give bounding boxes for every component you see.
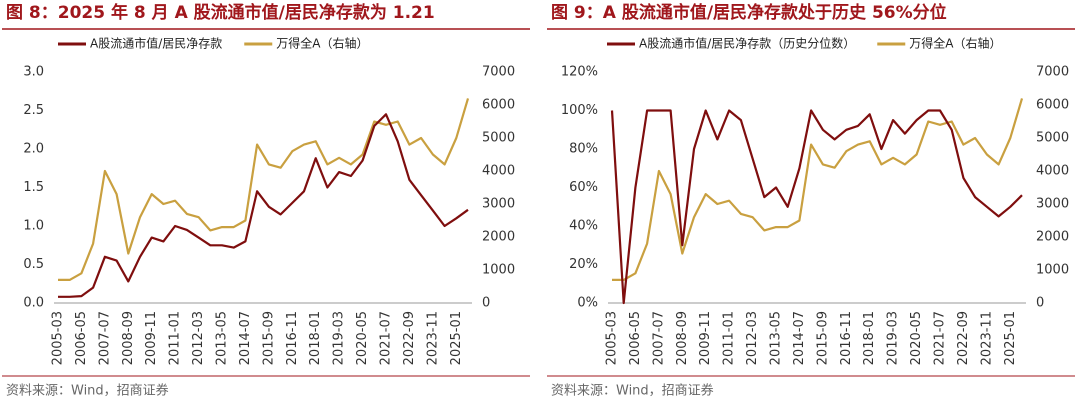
x-tick-label: 2009-11 bbox=[698, 311, 713, 365]
y2-tick-label: 1000 bbox=[482, 263, 515, 278]
y-tick-label: 60% bbox=[569, 180, 598, 195]
x-tick-label: 2019-03 bbox=[886, 311, 901, 365]
x-tick-label: 2014-07 bbox=[238, 311, 253, 365]
y-tick-label: 80% bbox=[569, 142, 598, 157]
x-tick-label: 2007-07 bbox=[97, 311, 112, 365]
x-tick-label: 2025-01 bbox=[449, 311, 464, 365]
y-tick-label: 40% bbox=[569, 219, 598, 234]
series-line bbox=[58, 98, 470, 281]
y-tick-label: 1.0 bbox=[23, 219, 44, 234]
x-tick-label: 2011-01 bbox=[722, 311, 737, 365]
legend-label: 万得全A（右轴） bbox=[909, 36, 1001, 51]
x-tick-label: 2014-07 bbox=[792, 311, 807, 365]
x-tick-label: 2008-09 bbox=[121, 311, 136, 365]
y2-tick-label: 4000 bbox=[482, 164, 515, 179]
x-tick-label: 2019-03 bbox=[332, 311, 347, 365]
y2-tick-label: 0 bbox=[1036, 296, 1044, 311]
y-tick-label: 20% bbox=[569, 257, 598, 272]
y2-tick-label: 2000 bbox=[1036, 230, 1069, 245]
x-tick-label: 2006-05 bbox=[74, 311, 89, 365]
x-tick-label: 2009-11 bbox=[144, 311, 159, 365]
y-tick-label: 0% bbox=[577, 296, 598, 311]
y2-tick-label: 4000 bbox=[1036, 164, 1069, 179]
x-tick-label: 2020-05 bbox=[355, 311, 370, 365]
y2-tick-label: 6000 bbox=[1036, 98, 1069, 113]
x-tick-label: 2025-01 bbox=[1003, 311, 1018, 365]
legend-label: 万得全A（右轴） bbox=[276, 36, 368, 51]
x-tick-label: 2013-05 bbox=[769, 311, 784, 365]
x-tick-label: 2018-01 bbox=[308, 311, 323, 365]
series-line bbox=[58, 113, 469, 298]
x-tick-label: 2005-03 bbox=[605, 311, 620, 365]
y2-tick-label: 5000 bbox=[482, 131, 515, 146]
chart-title: 图 9：A 股流通市值/居民净存款处于历史 56%分位 bbox=[551, 2, 947, 23]
y2-tick-label: 5000 bbox=[1036, 131, 1069, 146]
x-tick-label: 2006-05 bbox=[628, 311, 643, 365]
y2-tick-label: 0 bbox=[482, 296, 490, 311]
chart-title: 图 8：2025 年 8 月 A 股流通市值/居民净存款为 1.21 bbox=[6, 2, 435, 23]
x-tick-label: 2012-03 bbox=[745, 311, 760, 365]
x-tick-label: 2008-09 bbox=[675, 311, 690, 365]
y-tick-label: 2.0 bbox=[23, 142, 44, 157]
x-tick-label: 2016-11 bbox=[285, 311, 300, 365]
y2-tick-label: 3000 bbox=[482, 197, 515, 212]
x-tick-label: 2022-09 bbox=[956, 311, 971, 365]
series-line bbox=[612, 98, 1024, 281]
y2-tick-label: 1000 bbox=[1036, 263, 1069, 278]
x-tick-label: 2012-03 bbox=[191, 311, 206, 365]
x-tick-label: 2016-11 bbox=[839, 311, 854, 365]
y-tick-label: 0.0 bbox=[23, 296, 44, 311]
x-tick-label: 2021-07 bbox=[933, 311, 948, 365]
legend-label: A股流通市值/居民净存款（历史分位数） bbox=[639, 36, 855, 51]
y-tick-label: 1.5 bbox=[23, 180, 44, 195]
x-tick-label: 2007-07 bbox=[651, 311, 666, 365]
x-tick-label: 2023-11 bbox=[425, 311, 440, 365]
series-line bbox=[610, 109, 1023, 305]
legend-label: A股流通市值/居民净存款 bbox=[90, 36, 222, 51]
y2-tick-label: 3000 bbox=[1036, 197, 1069, 212]
source: 资料来源：Wind，招商证券 bbox=[551, 383, 714, 399]
x-tick-label: 2018-01 bbox=[862, 311, 877, 365]
x-tick-label: 2021-07 bbox=[379, 311, 394, 365]
y2-tick-label: 7000 bbox=[1036, 65, 1069, 80]
x-tick-label: 2015-09 bbox=[261, 311, 276, 365]
y-tick-label: 3.0 bbox=[23, 65, 44, 80]
x-tick-label: 2023-11 bbox=[979, 311, 994, 365]
y2-tick-label: 6000 bbox=[482, 98, 515, 113]
x-tick-label: 2015-09 bbox=[815, 311, 830, 365]
x-tick-label: 2011-01 bbox=[168, 311, 183, 365]
y2-tick-label: 7000 bbox=[482, 65, 515, 80]
y-tick-label: 2.5 bbox=[23, 103, 44, 118]
x-tick-label: 2005-03 bbox=[51, 311, 66, 365]
y-tick-label: 100% bbox=[561, 103, 598, 118]
x-tick-label: 2013-05 bbox=[215, 311, 230, 365]
y2-tick-label: 2000 bbox=[482, 230, 515, 245]
y-tick-label: 120% bbox=[561, 65, 598, 80]
source: 资料来源：Wind，招商证券 bbox=[6, 383, 169, 399]
y-tick-label: 0.5 bbox=[23, 257, 44, 272]
x-tick-label: 2020-05 bbox=[909, 311, 924, 365]
x-tick-label: 2022-09 bbox=[402, 311, 417, 365]
